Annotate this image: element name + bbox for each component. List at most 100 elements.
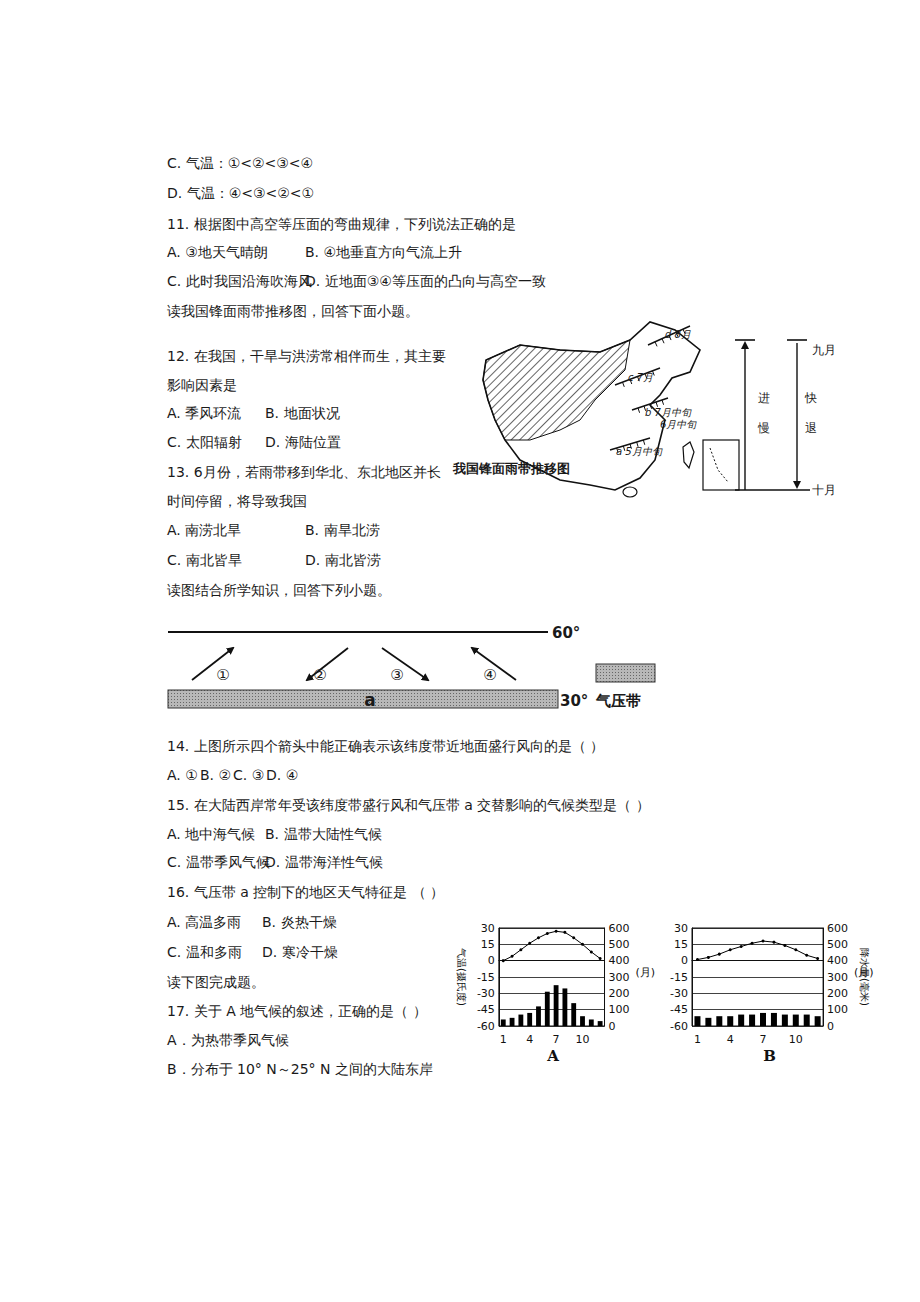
svg-text:③: ③ <box>390 666 403 684</box>
svg-text:7: 7 <box>553 1033 560 1046</box>
svg-text:A. ①: A. ① <box>167 767 198 783</box>
svg-text:A. 南涝北旱: A. 南涝北旱 <box>167 522 241 538</box>
svg-text:15. 在大陆西岸常年受该纬度带盛行风和气压带 a 交替影响: 15. 在大陆西岸常年受该纬度带盛行风和气压带 a 交替影响的气候类型是（ ） <box>167 797 650 813</box>
svg-text:气压带: 气压带 <box>595 692 641 710</box>
svg-text:C. 气温：①<②<③<④: C. 气温：①<②<③<④ <box>167 155 313 171</box>
svg-text:C. 温和多雨: C. 温和多雨 <box>167 944 242 960</box>
svg-text:退: 退 <box>805 421 817 435</box>
svg-text:0: 0 <box>681 954 688 967</box>
svg-text:(月): (月) <box>854 966 874 979</box>
svg-text:D. 寒冷干燥: D. 寒冷干燥 <box>262 944 338 960</box>
svg-text:D. 温带海洋性气候: D. 温带海洋性气候 <box>265 854 383 870</box>
svg-text:影响因素是: 影响因素是 <box>167 377 237 393</box>
svg-text:10: 10 <box>576 1033 590 1046</box>
svg-text:c 7月: c 7月 <box>628 372 653 383</box>
svg-text:14. 上图所示四个箭头中能正确表示该纬度带近地面盛行风向的: 14. 上图所示四个箭头中能正确表示该纬度带近地面盛行风向的是（ ） <box>167 738 604 754</box>
svg-text:读下图完成题。: 读下图完成题。 <box>167 974 265 990</box>
svg-text:11. 根据图中高空等压面的弯曲规律，下列说法正确的是: 11. 根据图中高空等压面的弯曲规律，下列说法正确的是 <box>167 216 516 232</box>
svg-text:B. 炎热干燥: B. 炎热干燥 <box>262 914 337 930</box>
svg-text:a: a <box>364 690 375 710</box>
svg-text:15: 15 <box>481 938 495 951</box>
svg-text:30: 30 <box>481 922 495 935</box>
svg-text:4: 4 <box>526 1033 533 1046</box>
svg-text:30°: 30° <box>560 692 588 710</box>
svg-text:A: A <box>546 1047 559 1065</box>
svg-text:0: 0 <box>609 1020 616 1033</box>
svg-text:4: 4 <box>727 1033 734 1046</box>
svg-text:-15: -15 <box>670 971 688 984</box>
svg-text:B. ②: B. ② <box>200 767 231 783</box>
svg-text:D. 南北皆涝: D. 南北皆涝 <box>305 552 381 568</box>
svg-text:-60: -60 <box>670 1020 688 1033</box>
svg-text:600: 600 <box>827 922 848 935</box>
svg-text:气温(摄氏度): 气温(摄氏度) <box>456 948 467 1006</box>
svg-text:进: 进 <box>758 391 770 405</box>
svg-text:B．分布于 10° N～25° N 之间的大陆东岸: B．分布于 10° N～25° N 之间的大陆东岸 <box>167 1061 433 1077</box>
svg-text:④: ④ <box>483 666 496 684</box>
svg-text:a 5月中旬: a 5月中旬 <box>616 446 663 457</box>
svg-text:C. 太阳辐射: C. 太阳辐射 <box>167 434 242 450</box>
svg-text:读我国锋面雨带推移图，回答下面小题。: 读我国锋面雨带推移图，回答下面小题。 <box>167 303 419 319</box>
svg-text:D. ④: D. ④ <box>266 767 298 783</box>
svg-text:100: 100 <box>827 1003 848 1016</box>
svg-text:D. 气温：④<③<②<①: D. 气温：④<③<②<① <box>167 185 314 201</box>
svg-text:60°: 60° <box>552 624 580 642</box>
svg-text:b 7月中旬: b 7月中旬 <box>645 407 692 418</box>
svg-text:C. 温带季风气候: C. 温带季风气候 <box>167 854 270 870</box>
svg-text:-30: -30 <box>670 987 688 1000</box>
svg-text:B. 地面状况: B. 地面状况 <box>265 405 340 421</box>
svg-text:400: 400 <box>827 954 848 967</box>
svg-text:(月): (月) <box>635 966 655 979</box>
svg-text:B. 温带大陆性气候: B. 温带大陆性气候 <box>265 826 382 842</box>
svg-text:300: 300 <box>827 971 848 984</box>
svg-text:1: 1 <box>500 1033 507 1046</box>
svg-text:200: 200 <box>827 987 848 1000</box>
svg-text:1: 1 <box>694 1033 701 1046</box>
svg-text:d 8月: d 8月 <box>665 329 691 340</box>
svg-text:0: 0 <box>488 954 495 967</box>
svg-text:A. 季风环流: A. 季风环流 <box>167 405 241 421</box>
svg-text:30: 30 <box>674 922 688 935</box>
svg-text:15: 15 <box>674 938 688 951</box>
svg-text:C. 此时我国沿海吹海风: C. 此时我国沿海吹海风 <box>167 273 312 289</box>
svg-text:A. ③地天气晴朗: A. ③地天气晴朗 <box>167 244 268 260</box>
svg-text:6月中旬: 6月中旬 <box>660 419 697 430</box>
svg-text:7: 7 <box>760 1033 767 1046</box>
svg-text:100: 100 <box>609 1003 630 1016</box>
svg-text:D. 近地面③④等压面的凸向与高空一致: D. 近地面③④等压面的凸向与高空一致 <box>305 273 546 289</box>
svg-text:A．为热带季风气候: A．为热带季风气候 <box>167 1032 289 1048</box>
svg-text:-15: -15 <box>477 971 495 984</box>
svg-text:慢: 慢 <box>757 421 770 435</box>
svg-text:-60: -60 <box>477 1020 495 1033</box>
svg-text:②: ② <box>313 666 326 684</box>
svg-text:A. 地中海气候: A. 地中海气候 <box>167 826 255 842</box>
svg-text:500: 500 <box>609 938 630 951</box>
svg-text:13. 6月份，若雨带移到华北、东北地区并长: 13. 6月份，若雨带移到华北、东北地区并长 <box>167 464 441 480</box>
svg-text:-45: -45 <box>670 1003 688 1016</box>
svg-text:10: 10 <box>789 1033 803 1046</box>
svg-text:C. 南北皆旱: C. 南北皆旱 <box>167 552 242 568</box>
svg-text:-30: -30 <box>477 987 495 1000</box>
svg-text:12. 在我国，干旱与洪涝常相伴而生，其主要: 12. 在我国，干旱与洪涝常相伴而生，其主要 <box>167 348 446 364</box>
svg-text:九月: 九月 <box>812 343 836 357</box>
svg-text:-45: -45 <box>477 1003 495 1016</box>
svg-text:B: B <box>763 1047 776 1065</box>
svg-text:A. 高温多雨: A. 高温多雨 <box>167 914 241 930</box>
svg-text:十月: 十月 <box>812 483 836 497</box>
svg-text:D. 海陆位置: D. 海陆位置 <box>265 434 341 450</box>
svg-text:0: 0 <box>827 1020 834 1033</box>
svg-text:读图结合所学知识，回答下列小题。: 读图结合所学知识，回答下列小题。 <box>167 582 391 598</box>
svg-text:600: 600 <box>609 922 630 935</box>
svg-text:①: ① <box>216 666 229 684</box>
svg-text:17. 关于 A 地气候的叙述，正确的是（ ）: 17. 关于 A 地气候的叙述，正确的是（ ） <box>167 1003 427 1019</box>
svg-text:400: 400 <box>609 954 630 967</box>
svg-text:B. 南旱北涝: B. 南旱北涝 <box>305 522 380 538</box>
svg-text:300: 300 <box>609 971 630 984</box>
svg-text:我国锋面雨带推移图: 我国锋面雨带推移图 <box>452 461 570 476</box>
svg-text:16. 气压带 a 控制下的地区天气特征是 （ ）: 16. 气压带 a 控制下的地区天气特征是 （ ） <box>167 884 444 900</box>
svg-text:时间停留，将导致我国: 时间停留，将导致我国 <box>167 493 307 509</box>
svg-text:500: 500 <box>827 938 848 951</box>
svg-text:200: 200 <box>609 987 630 1000</box>
svg-text:B. ④地垂直方向气流上升: B. ④地垂直方向气流上升 <box>305 244 462 260</box>
svg-text:快: 快 <box>804 391 817 405</box>
